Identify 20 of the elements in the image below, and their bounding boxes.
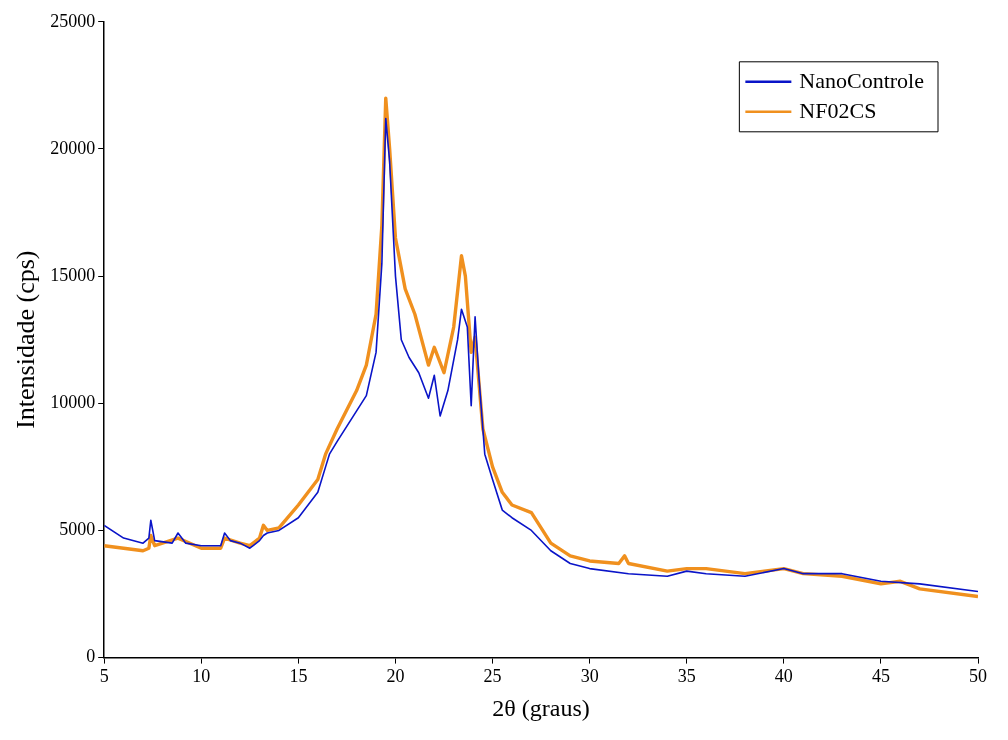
y-tick-label: 20000 — [50, 137, 96, 158]
x-tick-label: 10 — [192, 666, 211, 687]
y-tick-label: 25000 — [50, 10, 96, 31]
x-tick-label: 35 — [677, 666, 696, 687]
x-tick-label: 5 — [99, 666, 109, 687]
x-tick-label: 40 — [774, 666, 793, 687]
y-tick-label: 5000 — [59, 519, 96, 540]
x-tick-label: 25 — [483, 666, 502, 687]
legend-label: NF02CS — [799, 97, 877, 123]
y-axis-title: Intensidade (cps) — [11, 250, 41, 429]
x-tick-label: 15 — [289, 666, 308, 687]
legend-label: NanoControle — [799, 67, 925, 93]
x-tick-label: 45 — [871, 666, 890, 687]
x-tick-label: 50 — [969, 666, 987, 687]
y-tick-label: 10000 — [50, 392, 96, 413]
x-axis-title: 2θ (graus) — [492, 694, 590, 721]
x-tick-label: 30 — [580, 666, 599, 687]
y-tick-label: 0 — [86, 646, 96, 667]
x-tick-label: 20 — [386, 666, 405, 687]
y-tick-label: 15000 — [50, 264, 96, 285]
